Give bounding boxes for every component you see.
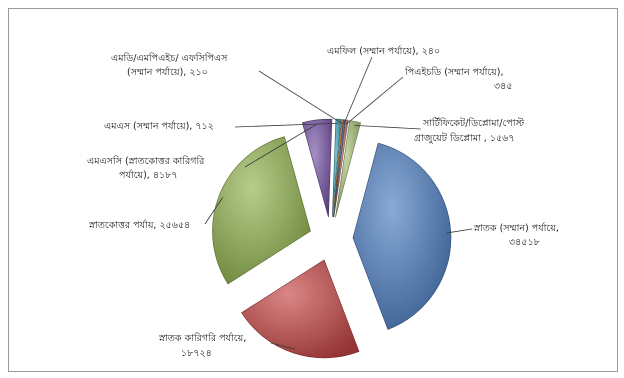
pie-slices	[212, 118, 452, 359]
pie-slice-md	[332, 119, 344, 218]
leader-line-ms	[234, 122, 339, 128]
chart-area: স্নাতক (সম্মান) পর্যায়ে, ৩৪৫১৮ স্নাতক ক…	[8, 8, 618, 372]
slice-value-label: ৩৪৫১৮	[509, 237, 541, 248]
slice-label-line: পিএইচডি (সম্মান পর্যায়ে),	[404, 66, 504, 78]
leader-line-phd	[346, 76, 404, 125]
leader-line-md	[258, 70, 343, 124]
leader-line-snatak-sommman	[446, 228, 473, 234]
slice-label-mphil: এমফিল (সম্মান পর্যায়ে), ২৪০	[327, 45, 440, 57]
slice-label-md: এমডি/এমপিএইচ/ এফসিপিএস (সম্মান পর্যায়ে)…	[111, 52, 228, 78]
slice-label-snatak-karigori: স্নাতক কারিগরি পর্যায়ে, ১৮৭২৪	[158, 332, 246, 359]
slice-value-label: ৩৪৫	[494, 81, 513, 92]
slice-value-label: গ্রাজুয়েট ডিপ্লোমা , ১৫৬৭	[414, 131, 515, 144]
pie-slice-ms	[332, 118, 342, 218]
slice-label-snatak-sommman: স্নাতক (সম্মান) পর্যায়ে, ৩৪৫১৮	[473, 222, 559, 248]
pie-slice-snatakottor	[212, 136, 311, 285]
slice-label-line: এমএসসি (স্নাতকোত্তর কারিগরি	[87, 155, 205, 167]
pie-chart: স্নাতক (সম্মান) পর্যায়ে, ৩৪৫১৮ স্নাতক ক…	[87, 45, 559, 359]
leader-lines	[204, 56, 473, 350]
slice-label-line: স্নাতক কারিগরি পর্যায়ে,	[158, 332, 246, 344]
slice-label-line: সার্টিফিকেট/ডিপ্লোমা/পোস্ট	[422, 116, 525, 129]
slice-value-label: (সম্মান পর্যায়ে), ২১০	[127, 66, 208, 78]
slice-label-certificate: সার্টিফিকেট/ডিপ্লোমা/পোস্ট গ্রাজুয়েট ডি…	[414, 116, 525, 144]
pie-slice-msc	[301, 118, 333, 218]
slice-label-phd: পিএইচডি (সম্মান পর্যায়ে), ৩৪৫	[404, 66, 513, 92]
slice-label-ms: এমএস (সম্মান পর্যায়ে), ৭১২	[104, 120, 214, 132]
slice-label-line: এমএস (সম্মান পর্যায়ে), ৭১২	[104, 120, 214, 132]
pie-slice-snatak-sommman	[352, 142, 452, 330]
leader-line-msc	[244, 123, 318, 168]
slice-label-msc: এমএসসি (স্নাতকোত্তর কারিগরি পর্যায়ে), ৪…	[87, 155, 205, 181]
slice-label-line: স্নাতক (সম্মান) পর্যায়ে,	[473, 222, 559, 234]
leader-line-snatak-karigori	[270, 342, 295, 350]
slice-label-line: এমডি/এমপিএইচ/ এফসিপিএস	[111, 52, 228, 64]
slice-label-snatakottor: স্নাতকোত্তর পর্যায়, ২৫৬৫৪	[88, 219, 190, 231]
slice-value-label: ১৮৭২৪	[181, 348, 212, 359]
leader-line-mphil	[343, 56, 373, 124]
leader-line-snatakottor	[204, 197, 224, 225]
pie-slice-snatak-karigori	[241, 259, 360, 359]
slice-label-line: স্নাতকোত্তর পর্যায়, ২৫৬৫৪	[88, 219, 190, 231]
slice-label-line: এমফিল (সম্মান পর্যায়ে), ২৪০	[327, 45, 440, 57]
leader-line-certificate	[354, 124, 422, 130]
slice-value-label: পর্যায়ে), ৪১৮৭	[119, 169, 178, 181]
pie-slice-certificate	[335, 120, 361, 218]
